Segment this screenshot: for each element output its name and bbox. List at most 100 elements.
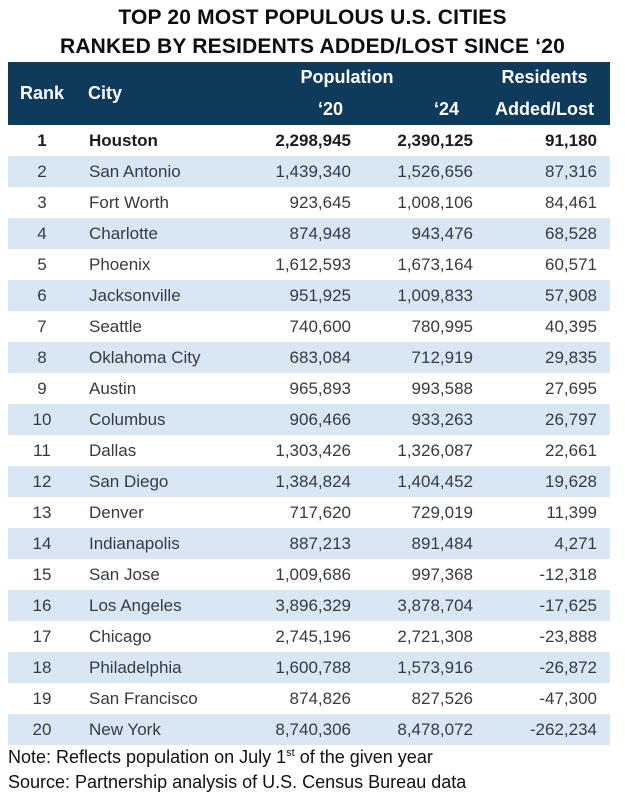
cell-change: 29,835: [545, 347, 597, 367]
cell-change: 4,271: [554, 533, 597, 553]
cell-pop_2020: 1,439,340: [275, 161, 351, 181]
cell-change: 60,571: [545, 254, 597, 274]
cell-pop_2020: 923,645: [289, 192, 351, 212]
cell-pop_2024: 2,721,308: [397, 626, 473, 646]
cell-pop_2020: 951,925: [289, 285, 351, 305]
cell-rank: 7: [37, 316, 47, 336]
cell-change: -23,888: [539, 626, 597, 646]
cell-pop_2024: 8,478,072: [397, 719, 473, 739]
cell-city: Columbus: [89, 409, 166, 429]
cell-pop_2024: 997,368: [411, 564, 473, 584]
cell-rank: 3: [37, 192, 47, 212]
table-row: 5 Phoenix 1,612,593 1,673,164 60,571: [8, 249, 610, 280]
cell-city: San Diego: [89, 471, 169, 491]
cell-change: -262,234: [529, 719, 597, 739]
cell-pop_2020: 3,896,329: [275, 595, 351, 615]
cell-pop_2020: 1,384,824: [275, 471, 351, 491]
table-row: 6 Jacksonville 951,925 1,009,833 57,908: [8, 280, 610, 311]
cell-city: Los Angeles: [89, 595, 182, 615]
cell-city: New York: [89, 719, 161, 739]
cell-pop_2020: 717,620: [289, 502, 351, 522]
cell-change: 87,316: [545, 161, 597, 181]
cell-pop_2024: 933,263: [411, 409, 473, 429]
source-text: Source: Partnership analysis of U.S. Cen…: [8, 772, 467, 792]
cell-pop_2024: 3,878,704: [397, 595, 473, 615]
cell-city: Seattle: [89, 316, 142, 336]
cell-city: Dallas: [89, 440, 137, 460]
cell-city: Jacksonville: [89, 285, 181, 305]
cell-pop_2024: 780,995: [411, 316, 473, 336]
cell-change: 57,908: [545, 285, 597, 305]
cell-change: -12,318: [539, 564, 597, 584]
cell-city: Oklahoma City: [89, 347, 201, 367]
table-row: 4 Charlotte 874,948 943,476 68,528: [8, 218, 610, 249]
cell-rank: 11: [33, 440, 51, 460]
table-row: 18 Philadelphia 1,600,788 1,573,916 -26,872: [8, 652, 610, 683]
column-header-residents-line1: Residents: [501, 67, 588, 87]
table-row: 14 Indianapolis 887,213 891,484 4,271: [8, 528, 610, 559]
population-table: Rank City Population ‘20 ‘24 Residents A…: [8, 62, 610, 745]
table-row: 8 Oklahoma City 683,084 712,919 29,835: [8, 342, 610, 373]
column-header-city: City: [88, 83, 123, 103]
column-header-pop-2024: ‘24: [433, 98, 459, 119]
cell-rank: 16: [32, 595, 52, 615]
page-title: TOP 20 MOST POPULOUS U.S. CITIES RANKED …: [0, 3, 625, 61]
cell-rank: 19: [32, 688, 52, 708]
cell-pop_2020: 1,009,686: [275, 564, 351, 584]
note-superscript: st: [286, 747, 295, 759]
note-prefix: Note: Reflects population on July 1: [8, 747, 287, 767]
column-header-pop-2020: ‘20: [317, 98, 343, 119]
cell-pop_2024: 1,526,656: [397, 161, 473, 181]
cell-pop_2024: 1,009,833: [397, 285, 473, 305]
cell-change: 91,180: [545, 130, 597, 150]
cell-pop_2024: 1,008,106: [397, 192, 473, 212]
cell-pop_2020: 887,213: [289, 533, 351, 553]
cell-pop_2020: 1,612,593: [275, 254, 351, 274]
cell-change: -26,872: [539, 657, 597, 677]
table-row: 13 Denver 717,620 729,019 11,399: [8, 497, 610, 528]
table-row: 12 San Diego 1,384,824 1,404,452 19,628: [8, 466, 610, 497]
cell-city: San Jose: [89, 564, 160, 584]
cell-city: Austin: [89, 378, 137, 398]
cell-pop_2020: 1,600,788: [275, 657, 351, 677]
cell-rank: 15: [32, 564, 52, 584]
cell-pop_2024: 1,404,452: [397, 471, 473, 491]
cell-pop_2024: 827,526: [411, 688, 473, 708]
table-row: 15 San Jose 1,009,686 997,368 -12,318: [8, 559, 610, 590]
cell-change: 40,395: [545, 316, 597, 336]
cell-rank: 14: [32, 533, 52, 553]
cell-rank: 1: [37, 130, 47, 150]
table-row: 3 Fort Worth 923,645 1,008,106 84,461: [8, 187, 610, 218]
cell-city: Chicago: [89, 626, 152, 646]
cell-rank: 5: [37, 254, 47, 274]
cell-rank: 20: [32, 719, 52, 739]
table-row: 20 New York 8,740,306 8,478,072 -262,234: [8, 714, 610, 745]
cell-city: San Antonio: [89, 161, 181, 181]
cell-pop_2020: 2,298,945: [275, 130, 351, 150]
page-title-line2: RANKED BY RESIDENTS ADDED/LOST SINCE ‘20: [59, 35, 566, 58]
cell-rank: 12: [32, 471, 52, 491]
cell-city: Charlotte: [89, 223, 158, 243]
cell-pop_2020: 8,740,306: [275, 719, 351, 739]
cell-pop_2024: 1,673,164: [397, 254, 473, 274]
cell-rank: 2: [37, 161, 47, 181]
column-header-rank: Rank: [19, 83, 64, 103]
table-header: Rank City Population ‘20 ‘24 Residents A…: [8, 62, 610, 125]
cell-pop_2020: 874,948: [289, 223, 351, 243]
table-row: 19 San Francisco 874,826 827,526 -47,300: [8, 683, 610, 714]
column-header-population-group: Population: [300, 67, 394, 87]
cell-change: 22,661: [545, 440, 597, 460]
cell-pop_2024: 1,326,087: [397, 440, 473, 460]
cell-pop_2020: 2,745,196: [275, 626, 351, 646]
cell-rank: 17: [32, 626, 52, 646]
cell-rank: 9: [37, 378, 47, 398]
cell-city: Denver: [89, 502, 144, 522]
cell-pop_2020: 874,826: [289, 688, 351, 708]
cell-pop_2020: 965,893: [289, 378, 351, 398]
table-row: 2 San Antonio 1,439,340 1,526,656 87,316: [8, 156, 610, 187]
cell-pop_2024: 891,484: [411, 533, 473, 553]
cell-city: Phoenix: [89, 254, 151, 274]
note-suffix: of the given year: [294, 747, 433, 767]
cell-pop_2020: 906,466: [289, 409, 351, 429]
cell-change: 68,528: [545, 223, 597, 243]
